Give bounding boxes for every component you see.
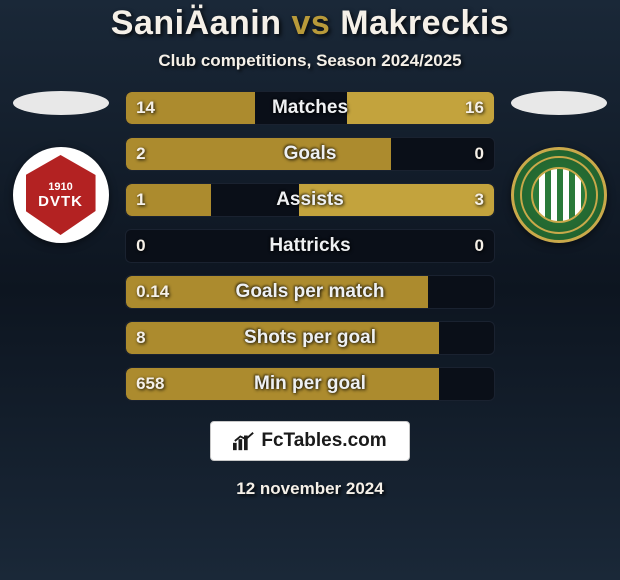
stat-value-right: 0 [474,236,483,256]
stat-bar: 8Shots per goal [125,321,495,355]
stats-bars: 1416Matches20Goals13Assists00Hattricks0.… [125,91,495,401]
comparison-row: 1910 DVTK 1416Matches20Goals13Assists00H… [0,91,620,401]
stat-bar: 658Min per goal [125,367,495,401]
brand-text: FcTables.com [261,430,386,452]
player-silhouette-left [13,91,109,115]
stat-value-left: 0 [136,236,145,256]
stat-bar: 20Goals [125,137,495,171]
player-silhouette-right [511,91,607,115]
footer: FcTables.com 12 november 2024 [0,421,620,499]
brand-badge: FcTables.com [210,421,409,461]
club-badge-left: 1910 DVTK [13,147,109,243]
stat-bar: 0.14Goals per match [125,275,495,309]
bar-fill-right [299,184,494,216]
date-text: 12 november 2024 [0,479,620,499]
stat-value-right: 16 [465,98,484,118]
club-abbr: DVTK [38,193,83,210]
stat-label: Hattricks [126,235,494,257]
stat-value-left: 1 [136,190,145,210]
stat-value-left: 8 [136,328,145,348]
stat-value-left: 14 [136,98,155,118]
club-badge-right [511,147,607,243]
bar-fill-left [126,322,439,354]
stat-value-left: 658 [136,374,164,394]
stat-value-left: 0.14 [136,282,169,302]
player2-name: Makreckis [340,4,509,42]
stat-bar: 1416Matches [125,91,495,125]
stat-bar: 0 0Hattricks [125,229,495,263]
shield-icon: 1910 DVTK [26,155,96,235]
chart-icon [233,431,255,451]
stat-value-right: 0 [474,144,483,164]
comparison-card: SaniÄanin vs Makreckis Club competitions… [0,0,620,580]
stat-value-left: 2 [136,144,145,164]
stat-value-right: 3 [474,190,483,210]
bar-fill-left [126,276,428,308]
subtitle: Club competitions, Season 2024/2025 [0,51,620,71]
badge-ring-icon [520,156,598,234]
vs-word: vs [291,4,330,42]
club-left-column: 1910 DVTK [6,91,115,243]
bar-fill-left [126,138,391,170]
page-title: SaniÄanin vs Makreckis [0,4,620,43]
stat-bar: 13Assists [125,183,495,217]
player1-name: SaniÄanin [111,4,282,42]
bar-fill-left [126,368,439,400]
club-year: 1910 [48,181,72,193]
club-right-column [505,91,614,243]
